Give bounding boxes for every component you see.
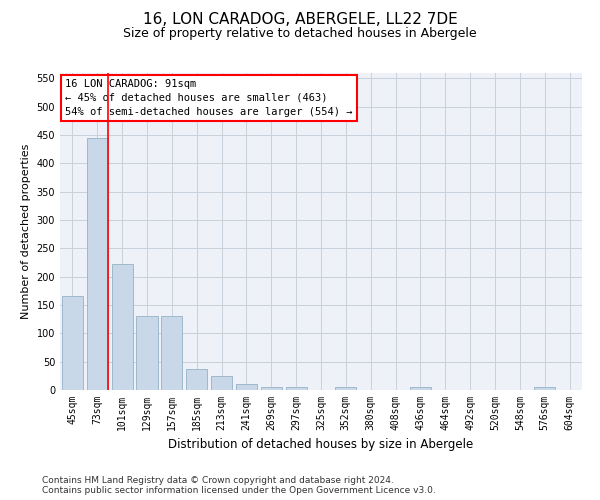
Text: Contains HM Land Registry data © Crown copyright and database right 2024.
Contai: Contains HM Land Registry data © Crown c… [42,476,436,495]
Bar [236,384,257,390]
Bar [112,264,133,390]
Text: 16, LON CARADOG, ABERGELE, LL22 7DE: 16, LON CARADOG, ABERGELE, LL22 7DE [143,12,457,28]
Bar [410,387,431,390]
Y-axis label: Number of detached properties: Number of detached properties [21,144,31,319]
Bar [186,369,207,390]
Bar [136,316,158,390]
Bar [335,387,356,390]
Bar [87,138,108,390]
Bar [286,386,307,390]
Bar [62,296,83,390]
Bar [261,386,282,390]
Text: 16 LON CARADOG: 91sqm
← 45% of detached houses are smaller (463)
54% of semi-det: 16 LON CARADOG: 91sqm ← 45% of detached … [65,79,353,117]
Bar [534,387,555,390]
X-axis label: Distribution of detached houses by size in Abergele: Distribution of detached houses by size … [169,438,473,452]
Text: Size of property relative to detached houses in Abergele: Size of property relative to detached ho… [123,28,477,40]
Bar [161,316,182,390]
Bar [211,376,232,390]
